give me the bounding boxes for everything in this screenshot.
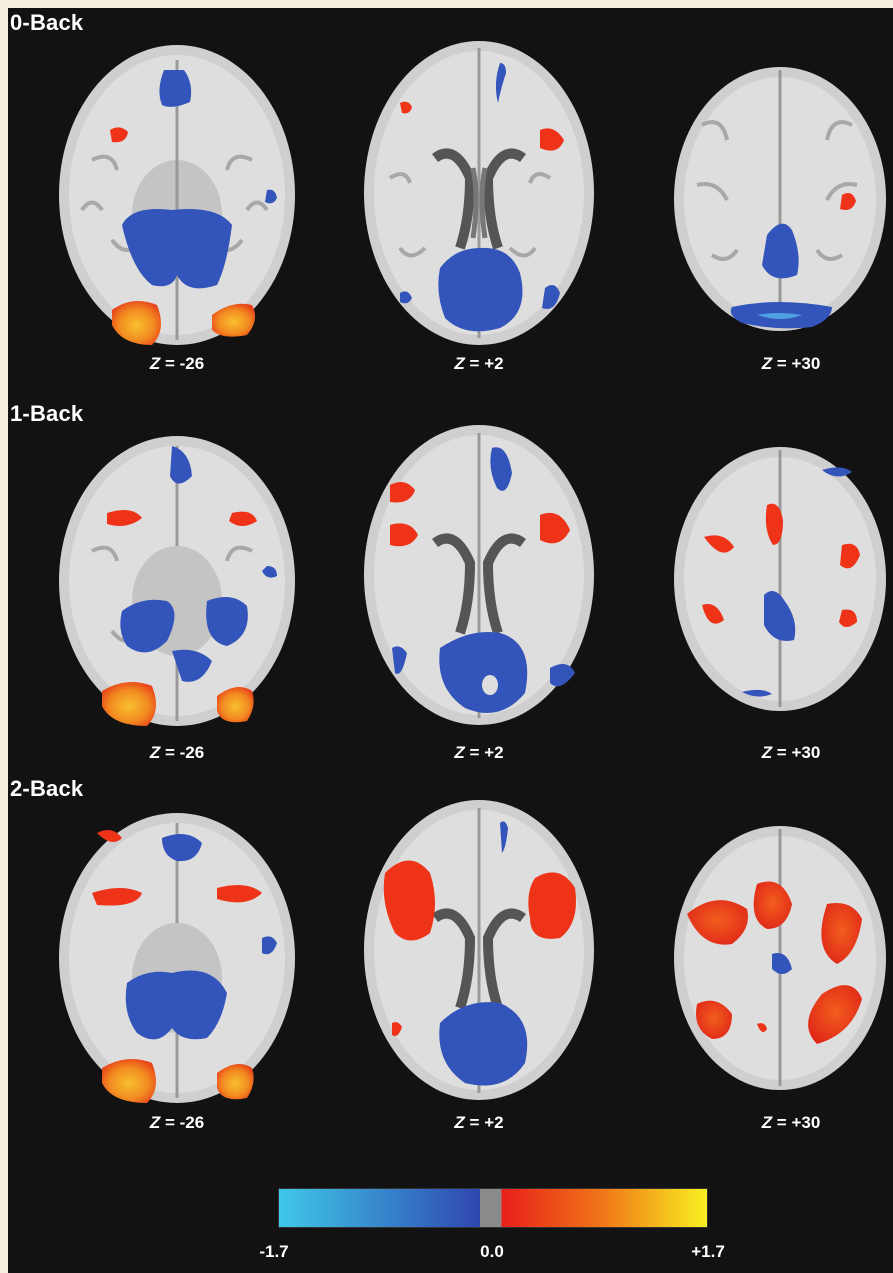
slice-label-2back-z+30: Z = +30 [761, 1113, 821, 1132]
colorbar-mid-label: 0.0 [480, 1242, 504, 1261]
brain-slice-2back-z+2 [364, 800, 594, 1100]
brain-slice-1back-z+30 [674, 447, 886, 711]
row-label-2back: 2-Back [10, 776, 84, 801]
slice-label-2back-z-26: Z = -26 [149, 1113, 205, 1132]
slice-label-1back-z+30: Z = +30 [761, 743, 821, 762]
brain-slice-2back-z-26 [59, 813, 295, 1103]
slice-label-0back-z-26: Z = -26 [149, 354, 205, 373]
brain-slice-0back-z+30 [674, 67, 886, 331]
row-label-1back: 1-Back [10, 401, 84, 426]
brain-activation-figure: 0-Back 1-Back 2-Back Z = -26 [8, 8, 893, 1273]
color-scale-bar [278, 1188, 708, 1228]
brain-slice-1back-z-26 [59, 436, 295, 726]
slice-label-0back-z+30: Z = +30 [761, 354, 821, 373]
slice-label-1back-z-26: Z = -26 [149, 743, 205, 762]
colorbar-min-label: -1.7 [259, 1242, 289, 1261]
brain-slice-0back-z-26 [59, 45, 295, 345]
slice-label-1back-z+2: Z = +2 [454, 743, 504, 762]
row-label-0back: 0-Back [10, 10, 84, 35]
slice-label-0back-z+2: Z = +2 [454, 354, 504, 373]
brain-slice-0back-z+2 [364, 41, 594, 345]
brain-slice-2back-z+30 [674, 826, 886, 1090]
brain-slice-1back-z+2 [364, 425, 594, 725]
colorbar-max-label: +1.7 [691, 1242, 725, 1261]
slice-label-2back-z+2: Z = +2 [454, 1113, 504, 1132]
